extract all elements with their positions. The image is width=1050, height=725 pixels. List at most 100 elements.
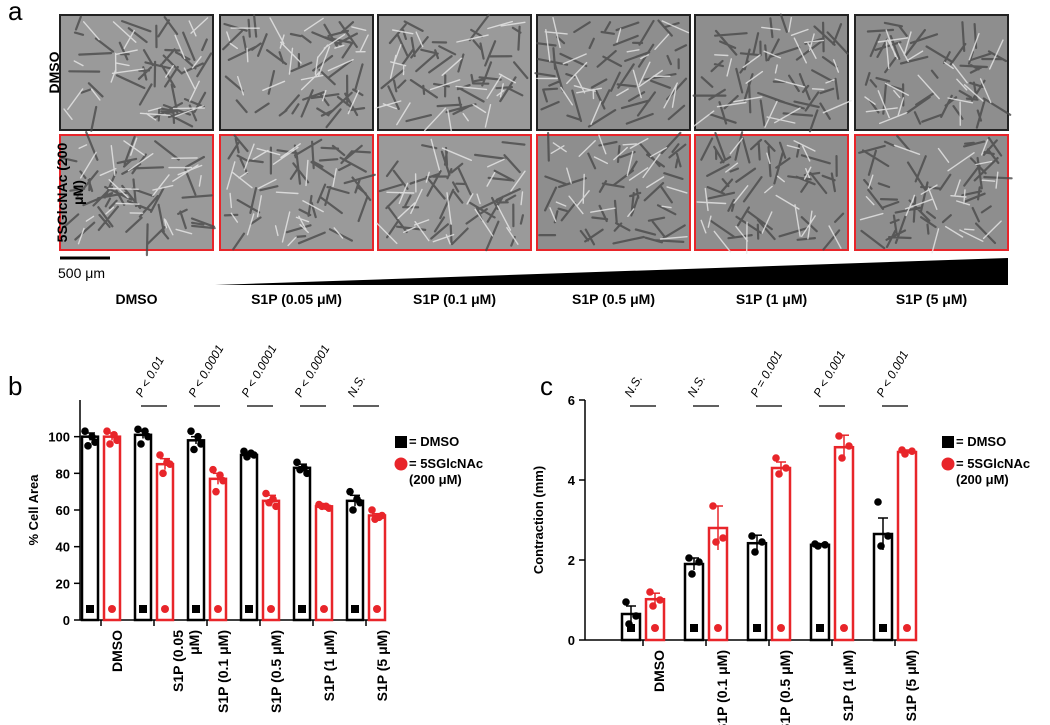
data-point <box>137 440 145 448</box>
data-point <box>110 431 118 439</box>
data-point <box>775 470 783 478</box>
bar <box>261 499 281 622</box>
column-label: S1P (0.5 μM) <box>571 291 655 307</box>
data-point <box>262 489 270 498</box>
data-point <box>187 427 195 435</box>
bar-marker <box>714 624 722 632</box>
legend-label: = 5SGlcNAc (200 μM) <box>409 456 484 487</box>
bar <box>80 435 100 622</box>
x-tick-label: DMSO <box>651 650 667 692</box>
bar <box>155 462 175 622</box>
bar-marker <box>816 624 824 632</box>
data-point <box>901 450 909 458</box>
bar-marker <box>139 605 147 613</box>
data-point <box>625 620 633 628</box>
data-point <box>772 454 780 462</box>
data-point <box>748 532 756 540</box>
data-point <box>646 588 654 596</box>
bar-marker <box>879 624 887 632</box>
significance-label: P < 0.0001 <box>291 342 332 399</box>
bar <box>833 445 855 642</box>
data-point <box>81 427 89 435</box>
significance-label: P = 0.001 <box>747 348 785 399</box>
bar-marker <box>192 605 200 613</box>
data-point <box>159 469 167 478</box>
legend-label: = DMSO <box>409 434 460 449</box>
cell-texture <box>63 17 209 121</box>
bar <box>896 450 918 642</box>
bar-marker <box>627 624 635 632</box>
cell-texture <box>378 141 526 252</box>
legend-marker <box>941 457 955 471</box>
legend-marker <box>942 436 954 448</box>
cell-texture <box>374 20 526 132</box>
data-point <box>685 554 693 562</box>
x-tick-label: S1P (0.5 μM) <box>268 630 284 714</box>
data-point <box>103 427 111 435</box>
significance-label: P < 0.001 <box>810 348 848 399</box>
data-point <box>156 451 164 459</box>
cell-texture <box>700 131 845 251</box>
y-axis-label: % Cell Area <box>26 474 41 546</box>
bar-marker <box>86 605 94 613</box>
data-point <box>368 506 376 514</box>
data-point <box>656 596 664 604</box>
bar <box>208 477 228 622</box>
x-tick-label: DMSO <box>109 630 125 672</box>
column-label: DMSO <box>115 291 158 307</box>
x-tick-label: S1P (1 μM) <box>321 630 337 702</box>
cell-texture <box>864 21 1012 129</box>
y-tick-label: 0 <box>568 633 575 648</box>
data-point <box>375 513 383 522</box>
x-tick-label: S1P (0.1 μM) <box>215 630 231 714</box>
bar <box>186 439 206 622</box>
y-tick-label: 60 <box>56 503 70 518</box>
cell-texture <box>376 138 526 245</box>
column-label: S1P (5 μM) <box>895 291 968 307</box>
cell-texture <box>696 137 842 255</box>
data-point <box>216 471 224 479</box>
cell-texture <box>549 134 688 240</box>
data-point <box>247 449 255 457</box>
data-point <box>190 445 198 454</box>
data-point <box>84 442 92 450</box>
data-point <box>688 570 696 578</box>
significance-label: P < 0.001 <box>873 348 911 399</box>
data-point <box>212 487 220 496</box>
y-tick-label: 100 <box>48 430 70 445</box>
data-point <box>709 502 717 510</box>
data-point <box>695 558 703 566</box>
column-label: S1P (1 μM) <box>735 291 808 307</box>
x-tick-label: S1P (5 μM) <box>903 650 919 722</box>
y-tick-label: 4 <box>568 473 576 488</box>
data-point <box>632 612 640 620</box>
y-axis-label: Contraction (mm) <box>531 466 546 574</box>
scale-bar-label: 500 μm <box>58 265 105 281</box>
significance-label: N.S. <box>684 372 708 399</box>
bar <box>239 453 259 622</box>
column-label: S1P (0.1 μM) <box>412 291 496 307</box>
data-point <box>209 465 217 474</box>
legend-marker <box>394 457 408 471</box>
data-point <box>712 538 720 546</box>
x-tick-label: S1P (0.05 μM) <box>170 630 202 693</box>
cell-texture <box>536 17 690 125</box>
bar-marker <box>108 605 116 613</box>
bar-marker <box>245 605 253 613</box>
data-point <box>649 602 657 610</box>
x-tick-label: S1P (0.1 μM) <box>714 650 730 725</box>
data-point <box>163 458 171 467</box>
data-point <box>782 464 790 472</box>
concentration-wedge <box>215 258 1008 285</box>
x-tick-label: S1P (1 μM) <box>840 650 856 722</box>
bar-marker <box>753 624 761 632</box>
cell-texture <box>226 17 369 115</box>
data-point <box>346 487 354 496</box>
bar-marker <box>840 624 848 632</box>
data-point <box>349 506 357 514</box>
legend-label: = DMSO <box>956 434 1007 449</box>
data-point <box>821 541 829 549</box>
significance-label: P < 0.0001 <box>185 342 226 399</box>
bar-marker <box>320 605 328 613</box>
data-point <box>134 425 142 434</box>
